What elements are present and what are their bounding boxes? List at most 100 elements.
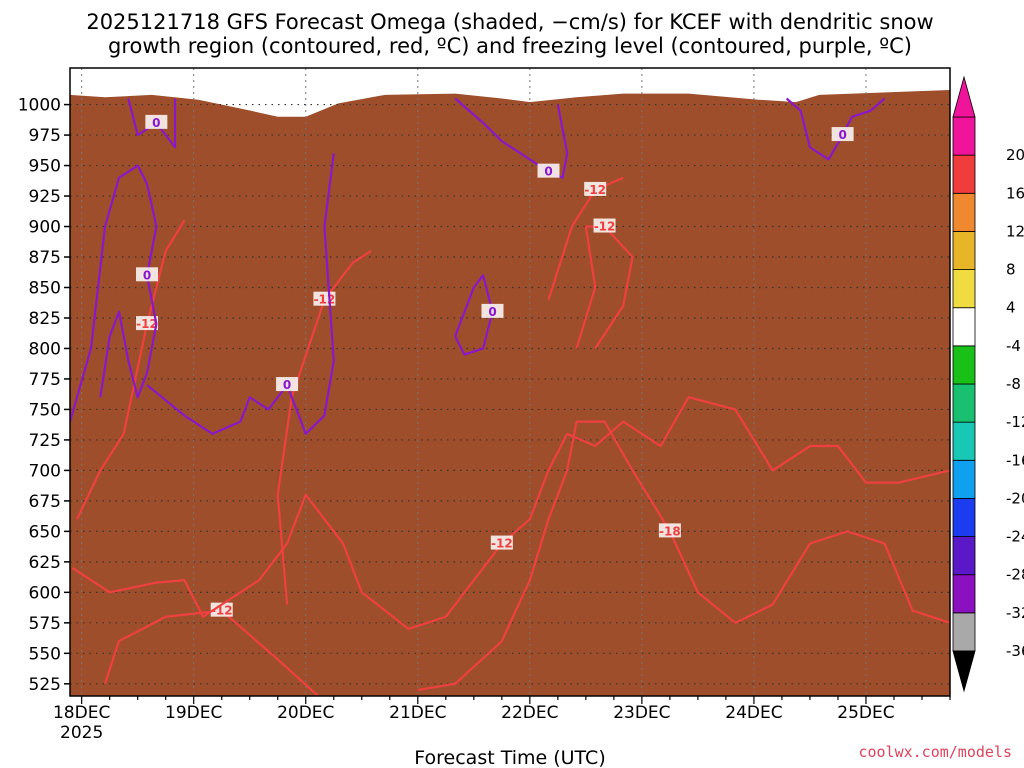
dgz-contour-label-bg bbox=[593, 218, 616, 233]
colorbar-bin bbox=[952, 269, 976, 309]
colorbar-bin bbox=[952, 459, 976, 499]
colorbar-label: 16 bbox=[1006, 184, 1024, 202]
x-tick-label: 25DEC bbox=[837, 703, 894, 723]
dgz-contour-label: -12 bbox=[491, 537, 513, 551]
colorbar: -36 -32 -28 -24 -20 -16 -12 -8 -4 4 8 12 16 20 bbox=[952, 75, 1024, 693]
y-axis: 525 550 575 600 625 650 675 700 725 750 775 800 825 8… bbox=[18, 96, 70, 695]
y-tick-label: 700 bbox=[29, 461, 61, 481]
y-tick-label: 975 bbox=[29, 126, 61, 146]
y-tick-label: 875 bbox=[29, 248, 61, 268]
x-tick-sublabel: 2025 bbox=[60, 723, 103, 743]
x-tick-label: 24DEC bbox=[725, 703, 782, 723]
dgz-contour-label: -12 bbox=[584, 183, 606, 197]
colorbar-label: -12 bbox=[1006, 413, 1024, 431]
chart-title-line-1: 2025121718 GFS Forecast Omega (shaded, −… bbox=[86, 10, 933, 34]
x-tick-label: 22DEC bbox=[501, 703, 558, 723]
y-tick-label: 850 bbox=[29, 278, 61, 298]
y-tick-label: 775 bbox=[29, 370, 61, 390]
dgz-contour-label-bg bbox=[490, 535, 513, 550]
freezing-level-contour bbox=[785, 97, 886, 161]
colorbar-label: -24 bbox=[1006, 528, 1024, 546]
y-tick-label: 725 bbox=[29, 431, 61, 451]
dgz-contour bbox=[276, 249, 372, 605]
y-tick-label: 675 bbox=[29, 492, 61, 512]
freezing-level-contour-label-bg bbox=[481, 303, 504, 318]
dgz-contour bbox=[71, 396, 950, 631]
freezing-level-contour-label: 0 bbox=[143, 268, 151, 282]
colorbar-label: -32 bbox=[1006, 604, 1024, 622]
colorbar-bin bbox=[952, 345, 976, 385]
dgz-contour-label: -18 bbox=[659, 524, 681, 538]
freezing-level-contour-label: 0 bbox=[838, 128, 846, 142]
dgz-contour bbox=[547, 176, 624, 301]
colorbar-label: 12 bbox=[1006, 222, 1024, 240]
colorbar-bin bbox=[952, 536, 976, 576]
colorbar-bin bbox=[952, 574, 976, 614]
y-tick-label: 800 bbox=[29, 339, 61, 359]
colorbar-bin bbox=[952, 231, 976, 270]
colorbar-label: -36 bbox=[1006, 642, 1024, 660]
colorbar-label: -28 bbox=[1006, 566, 1024, 584]
freezing-level-contour-label-bg bbox=[537, 163, 560, 178]
colorbar-min-triangle bbox=[952, 650, 976, 693]
freezing-level-contour-label: 0 bbox=[488, 305, 496, 319]
colorbar-bin bbox=[952, 498, 976, 537]
freezing-level-contour-label-bg bbox=[276, 377, 299, 392]
colorbar-label: 4 bbox=[1006, 299, 1016, 317]
freezing-level-contour bbox=[146, 153, 335, 435]
y-tick-label: 900 bbox=[29, 218, 61, 238]
x-tick-label: 18DEC bbox=[53, 703, 110, 723]
y-tick-label: 625 bbox=[29, 553, 61, 573]
freezing-level-contour-label-bg bbox=[136, 267, 159, 282]
dgz-contour bbox=[103, 609, 320, 696]
colorbar-label: -20 bbox=[1006, 489, 1024, 507]
plot-frame bbox=[69, 67, 951, 697]
y-tick-label: 600 bbox=[29, 583, 61, 603]
terrain bbox=[70, 89, 950, 696]
dgz-contour-label-bg bbox=[658, 523, 681, 538]
colorbar-bin bbox=[952, 116, 976, 156]
freezing-level-contour-label-bg bbox=[145, 114, 168, 129]
dgz-contour bbox=[76, 219, 186, 520]
colorbar-label: 8 bbox=[1006, 261, 1016, 279]
x-tick-label: 23DEC bbox=[613, 703, 670, 723]
x-axis-label: Forecast Time (UTC) bbox=[414, 747, 605, 768]
colorbar-bin bbox=[952, 154, 976, 194]
y-tick-label: 575 bbox=[29, 614, 61, 634]
colorbar-bin bbox=[952, 383, 976, 423]
dgz-contour-label-bg bbox=[584, 181, 607, 196]
colorbar-bin bbox=[952, 421, 976, 461]
y-tick-label: 650 bbox=[29, 522, 61, 542]
gridlines bbox=[70, 68, 950, 696]
colorbar-bin bbox=[952, 192, 976, 232]
freezing-level-contour-label: 0 bbox=[544, 165, 552, 179]
dgz-contour bbox=[417, 420, 950, 691]
colorbar-bin bbox=[952, 307, 976, 347]
y-tick-label: 550 bbox=[29, 644, 61, 664]
colorbar-label: -4 bbox=[1006, 337, 1021, 355]
terrain-fill bbox=[70, 89, 950, 696]
colorbar-label: -16 bbox=[1006, 451, 1024, 469]
freezing-level-contour-label-bg bbox=[831, 127, 854, 142]
dgz-contour-label: -12 bbox=[136, 317, 158, 331]
dgz-contour-label: -12 bbox=[314, 293, 336, 307]
freezing-level-contour-label: 0 bbox=[283, 378, 291, 392]
y-tick-label: 950 bbox=[29, 157, 61, 177]
colorbar-bin bbox=[952, 612, 976, 652]
freezing-level-contour-label: 0 bbox=[152, 116, 160, 130]
x-tick-label: 21DEC bbox=[389, 703, 446, 723]
dgz-contour-label-bg bbox=[136, 316, 159, 331]
y-tick-label: 750 bbox=[29, 400, 61, 420]
dgz-contour-label: -12 bbox=[594, 220, 616, 234]
y-tick-label: 1000 bbox=[18, 96, 61, 116]
colorbar-max-triangle bbox=[952, 75, 976, 118]
credit-label[interactable]: coolwx.com/models bbox=[858, 743, 1012, 761]
y-tick-label: 925 bbox=[29, 187, 61, 207]
x-tick-label: 20DEC bbox=[277, 703, 334, 723]
colorbar-label: -8 bbox=[1006, 375, 1021, 393]
chart-title-line-2: growth region (contoured, red, ºC) and f… bbox=[108, 34, 912, 58]
